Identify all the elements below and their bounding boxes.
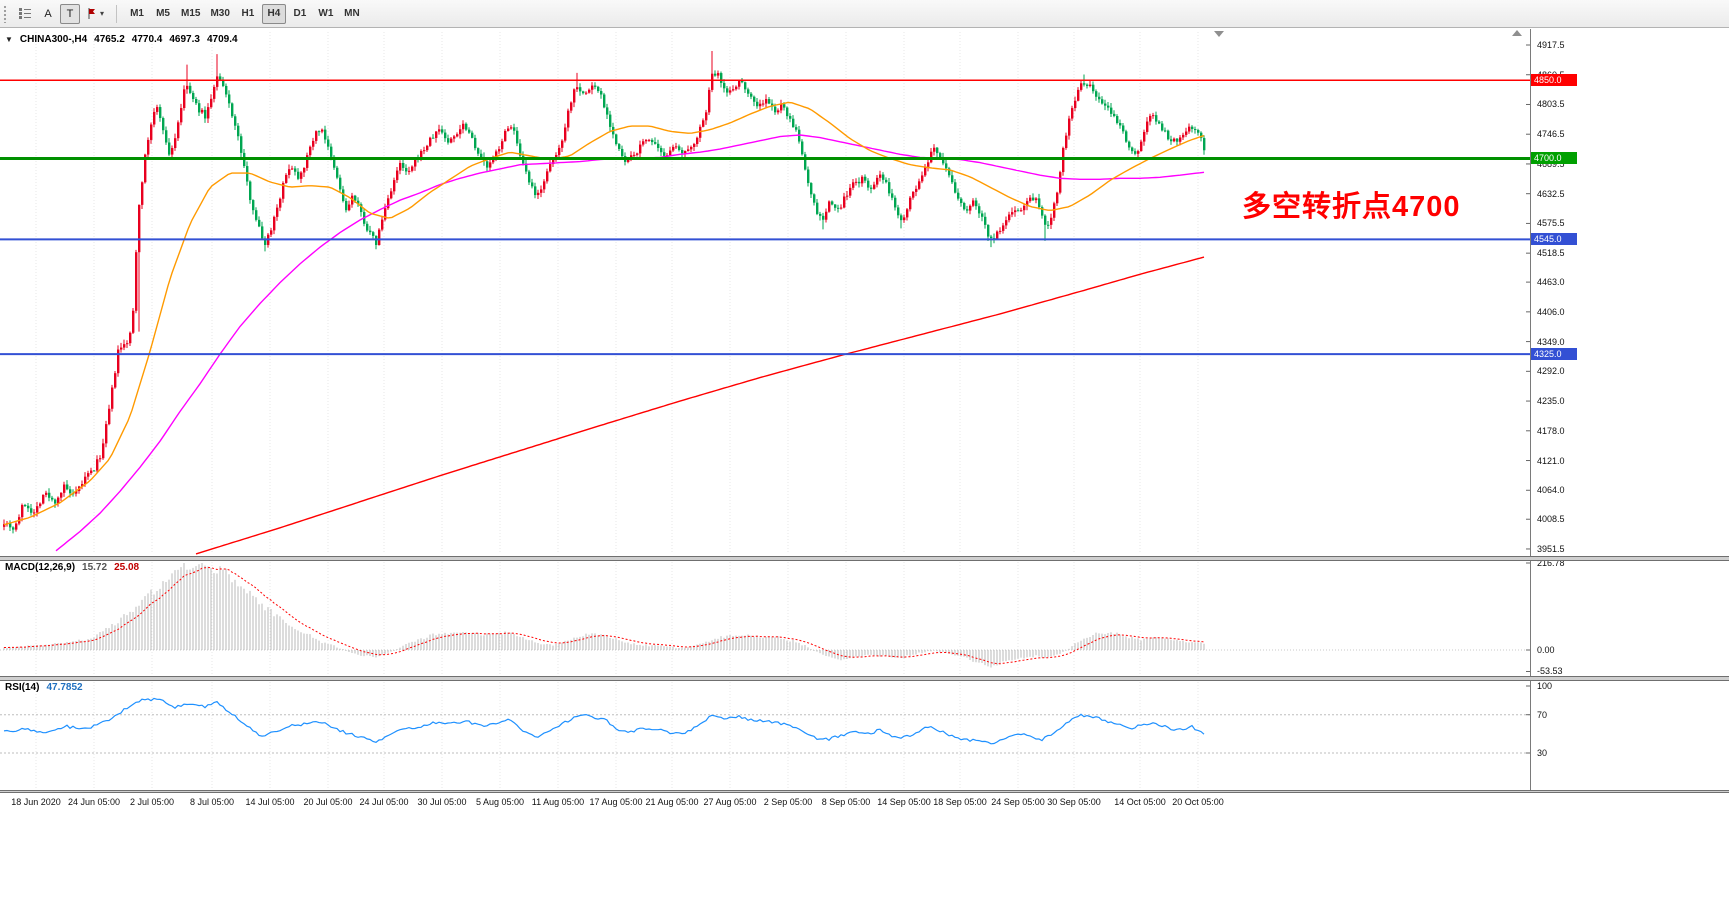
quote-high: 4770.4: [131, 34, 163, 45]
price-axis-label: 4235.0: [1537, 396, 1565, 407]
chart-list-icon[interactable]: [14, 4, 36, 24]
timeframe-button-m15[interactable]: M15: [181, 8, 201, 19]
rsi-axis-label: 100: [1537, 681, 1553, 691]
price-axis-label: 4121.0: [1537, 455, 1565, 466]
time-axis-label: 8 Jul 05:00: [189, 797, 235, 807]
time-axis-label: 11 Aug 05:00: [531, 797, 585, 807]
macd-indicator-name: MACD(12,26,9): [5, 562, 76, 573]
time-axis-label: 2 Sep 05:00: [763, 797, 813, 807]
time-axis-label: 24 Sep 05:00: [991, 797, 1045, 807]
quote-header: ▼ CHINA300-,H4 4765.2 4770.4 4697.3 4709…: [5, 34, 238, 45]
price-axis-label: 4406.0: [1537, 306, 1565, 317]
time-axis-label: 30 Jul 05:00: [417, 797, 467, 807]
time-axis-label: 17 Aug 05:00: [589, 797, 643, 807]
timeframe-button-mn[interactable]: MN: [344, 8, 360, 19]
quote-low: 4697.3: [169, 34, 200, 45]
toolbar-separator: [116, 4, 118, 23]
caret-down-icon: ▾: [100, 9, 105, 18]
price-line-tag: 4700.0: [1531, 152, 1577, 165]
time-axis-label: 21 Aug 05:00: [645, 797, 699, 807]
macd-axis-label: -53.53: [1537, 666, 1563, 677]
list-icon: [19, 8, 31, 19]
chart-shift-marker-icon: [1214, 31, 1224, 37]
chart-annotation-text[interactable]: 多空转折点4700: [1242, 191, 1461, 223]
time-axis-label: 18 Sep 05:00: [933, 797, 987, 807]
time-axis-label: 20 Jul 05:00: [303, 797, 353, 807]
price-line-tag: 4850.0: [1531, 74, 1577, 87]
arrows-tool-button[interactable]: ▾: [82, 4, 108, 24]
time-axis-label: 14 Oct 05:00: [1114, 797, 1166, 807]
scale-arrow-icon: [1512, 30, 1522, 36]
timeframe-button-w1[interactable]: W1: [318, 8, 334, 19]
price-line-tag: 4325.0: [1531, 348, 1577, 361]
flag-icon: [88, 8, 95, 19]
time-axis-label: 2 Jul 05:00: [129, 797, 175, 807]
toolbar-drag-handle[interactable]: [3, 4, 8, 23]
macd-indicator-header: MACD(12,26,9) 15.72 25.08: [5, 562, 139, 573]
panel-splitter[interactable]: [0, 556, 1729, 561]
panel-splitter[interactable]: [0, 676, 1729, 681]
timeframe-button-m30[interactable]: M30: [210, 8, 230, 19]
price-axis-label: 4632.5: [1537, 188, 1565, 199]
timeframe-button-h4[interactable]: H4: [261, 3, 286, 24]
timeframe-button-d1[interactable]: D1: [293, 8, 307, 19]
rsi-indicator-header: RSI(14) 47.7852: [5, 682, 83, 693]
timeframe-button-m5[interactable]: M5: [156, 8, 170, 19]
price-axis-label: 4178.0: [1537, 425, 1565, 436]
macd-axis-label: 0.00: [1537, 645, 1555, 655]
rsi-axis-label: 30: [1537, 747, 1548, 758]
time-axis-label: 18 Jun 2020: [11, 797, 61, 807]
price-axis-label: 4349.0: [1537, 336, 1565, 347]
time-axis-label: 30 Sep 05:00: [1047, 797, 1101, 807]
one-click-trading-toggle-icon[interactable]: ▼: [5, 35, 13, 44]
price-axis-label: 4803.5: [1537, 99, 1565, 110]
rsi-value: 47.7852: [46, 682, 83, 693]
arrow-tool-button[interactable]: A: [44, 7, 52, 20]
time-axis-label: 24 Jul 05:00: [359, 797, 409, 807]
price-axis-label: 4575.5: [1537, 218, 1565, 229]
price-axis-label: 4917.5: [1537, 40, 1565, 50]
time-axis-label: 20 Oct 05:00: [1172, 797, 1224, 807]
price-axis-label: 4746.5: [1537, 129, 1565, 140]
price-line-tag: 4545.0: [1531, 233, 1577, 246]
macd-main-value: 15.72: [82, 562, 108, 573]
timeframe-buttons: M1 M5 M15 M30 H1 H4 D1 W1 MN: [125, 3, 364, 24]
time-axis-label: 14 Jul 05:00: [245, 797, 295, 807]
rsi-indicator-name: RSI(14): [5, 682, 40, 693]
time-axis-label: 27 Aug 05:00: [703, 797, 757, 807]
quote-open: 4765.2: [94, 34, 125, 45]
price-axis-label: 4518.5: [1537, 248, 1565, 259]
panel-splitter[interactable]: [0, 790, 1729, 793]
time-axis-label: 24 Jun 05:00: [67, 797, 121, 807]
price-axis-label: 3951.5: [1537, 543, 1565, 554]
price-axis-label: 4064.0: [1537, 485, 1565, 496]
price-scale-border: [1530, 29, 1531, 791]
timeframe-button-h1[interactable]: H1: [241, 8, 255, 19]
time-axis-label: 8 Sep 05:00: [821, 797, 871, 807]
timeframe-button-m1[interactable]: M1: [130, 8, 144, 19]
time-axis-label: 14 Sep 05:00: [877, 797, 931, 807]
time-axis-label: 5 Aug 05:00: [475, 797, 525, 807]
macd-signal-value: 25.08: [114, 562, 140, 573]
price-axis-label: 4463.0: [1537, 277, 1565, 288]
rsi-axis-label: 70: [1537, 709, 1548, 720]
price-axis-label: 4008.5: [1537, 514, 1565, 525]
symbol-period-label: CHINA300-,H4: [19, 34, 88, 45]
price-axis-label: 4292.0: [1537, 366, 1565, 377]
quote-close: 4709.4: [206, 34, 238, 45]
text-tool-button[interactable]: T: [60, 3, 80, 24]
chart-canvas[interactable]: [0, 0, 1530, 794]
macd-axis-label: 216.78: [1537, 558, 1565, 568]
toolbar: A T ▾ M1 M5 M15 M30 H1 H4 D1 W1 MN: [0, 0, 1729, 28]
